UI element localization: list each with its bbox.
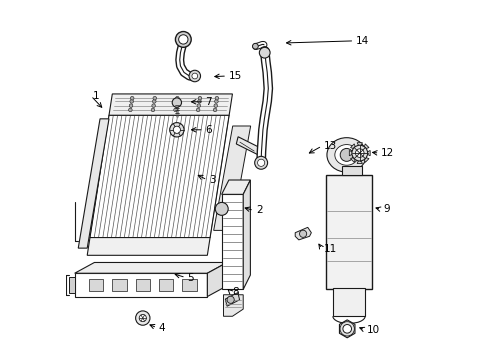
Circle shape [340,148,353,161]
Circle shape [152,104,155,107]
Polygon shape [365,150,370,156]
Polygon shape [207,262,227,297]
Polygon shape [364,144,369,149]
Polygon shape [225,293,240,306]
Polygon shape [236,137,260,155]
Circle shape [255,156,268,169]
Text: 13: 13 [324,141,337,151]
Polygon shape [69,277,74,293]
Circle shape [259,47,270,58]
Circle shape [174,108,177,112]
Text: 3: 3 [209,175,216,185]
Circle shape [136,311,150,325]
Ellipse shape [327,138,367,172]
Circle shape [215,100,218,103]
Circle shape [170,123,184,137]
Circle shape [215,96,219,100]
Circle shape [192,73,197,79]
Text: 14: 14 [356,36,369,46]
Circle shape [198,96,202,100]
Circle shape [130,96,134,100]
Text: 6: 6 [205,125,212,135]
Polygon shape [243,180,250,289]
Circle shape [355,149,364,157]
Polygon shape [326,175,372,289]
Polygon shape [109,94,232,115]
Circle shape [197,100,201,103]
Polygon shape [349,150,354,156]
Circle shape [215,202,228,215]
Text: 10: 10 [367,325,380,335]
Polygon shape [136,279,150,291]
Text: 15: 15 [229,71,242,81]
Polygon shape [223,295,243,316]
Circle shape [129,104,133,107]
Circle shape [252,43,258,49]
Circle shape [173,126,180,134]
Text: 1: 1 [93,91,99,101]
Circle shape [151,108,155,112]
Circle shape [299,230,307,237]
Circle shape [153,96,157,100]
Circle shape [352,145,368,161]
Circle shape [152,100,156,103]
Polygon shape [357,143,363,148]
Polygon shape [333,288,365,316]
Ellipse shape [335,145,359,165]
Circle shape [213,108,217,112]
Polygon shape [74,262,227,273]
Text: 2: 2 [256,206,262,216]
Circle shape [174,104,178,107]
Circle shape [175,32,191,47]
Circle shape [179,35,188,44]
Circle shape [189,70,200,82]
Circle shape [227,296,234,303]
Polygon shape [78,119,109,248]
Circle shape [172,98,181,107]
Polygon shape [357,158,363,163]
Circle shape [214,104,218,107]
Polygon shape [74,273,207,297]
Polygon shape [87,238,210,255]
Circle shape [175,100,179,103]
Polygon shape [214,126,251,230]
Polygon shape [350,144,356,149]
Circle shape [197,104,200,107]
Polygon shape [182,279,196,291]
Text: 11: 11 [324,244,337,254]
Text: 7: 7 [205,97,212,107]
Polygon shape [350,157,356,162]
Polygon shape [89,279,103,291]
Polygon shape [295,227,311,240]
Circle shape [175,96,179,100]
Polygon shape [221,194,243,289]
Text: 4: 4 [159,323,166,333]
Text: 12: 12 [381,148,394,158]
Text: 9: 9 [383,204,390,215]
Polygon shape [90,115,229,238]
Polygon shape [112,279,126,291]
Circle shape [128,108,132,112]
Polygon shape [342,166,362,175]
Polygon shape [159,279,173,291]
Circle shape [139,315,147,321]
Text: 5: 5 [188,273,194,283]
Circle shape [196,108,200,112]
Polygon shape [364,157,369,162]
Circle shape [343,324,351,333]
Circle shape [130,100,133,103]
Polygon shape [221,180,250,194]
Text: 8: 8 [232,287,239,297]
Circle shape [258,159,265,166]
Polygon shape [340,320,355,338]
